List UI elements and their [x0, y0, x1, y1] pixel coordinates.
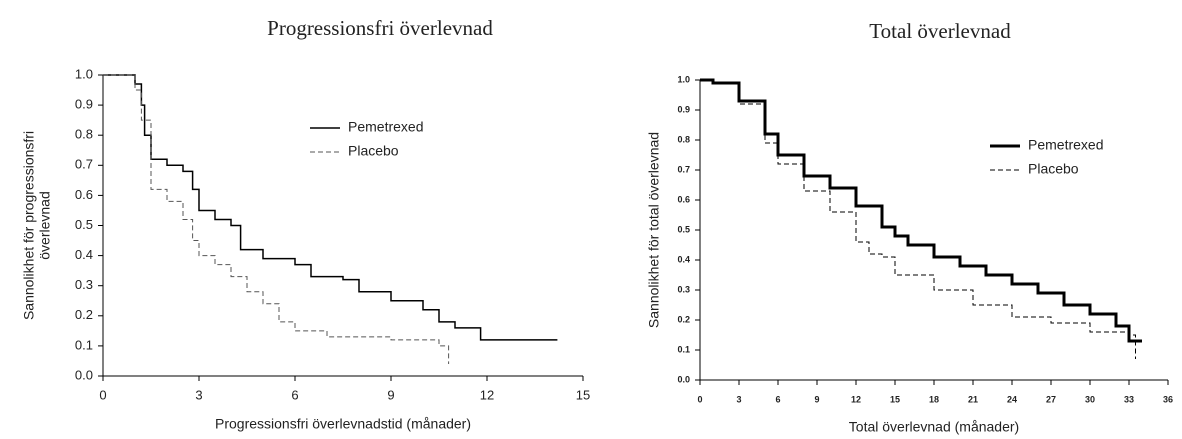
y-tick-label: 0.8 [75, 127, 93, 142]
y-tick-label: 0.1 [677, 344, 690, 354]
y-axis-label: Sannolikhet för progressionsfri [21, 131, 37, 320]
x-tick-label: 33 [1124, 394, 1134, 404]
y-tick-label: 0.2 [677, 314, 690, 324]
x-tick-label: 21 [968, 394, 978, 404]
y-tick-label: 0.1 [75, 337, 93, 352]
y-tick-label: 0.5 [677, 224, 690, 234]
x-tick-label: 36 [1163, 394, 1173, 404]
y-tick-label: 0.2 [75, 307, 93, 322]
survival-curve [103, 74, 450, 364]
chart-title: Progressionsfri överlevnad [267, 16, 493, 40]
x-tick-label: 9 [387, 387, 394, 402]
x-tick-label: 6 [291, 387, 298, 402]
x-axis-label: Total överlevnad (månader) [849, 419, 1019, 435]
x-tick-label: 6 [775, 394, 780, 404]
y-tick-label: 0.0 [677, 374, 690, 384]
x-tick-label: 3 [736, 394, 741, 404]
survival-curve [700, 78, 1142, 343]
survival-curve [700, 79, 1136, 359]
x-tick-label: 0 [697, 394, 702, 404]
y-tick-label: 0.7 [75, 157, 93, 172]
x-axis-label: Progressionsfri överlevnadstid (månader) [215, 416, 471, 432]
chart-title: Total överlevnad [869, 19, 1011, 43]
x-tick-label: 15 [576, 387, 590, 402]
x-tick-label: 9 [814, 394, 819, 404]
survival-curve [103, 74, 558, 341]
x-tick-label: 24 [1007, 394, 1017, 404]
chart: Total överlevnad Total överlevnad (månade… [646, 19, 1173, 435]
legend-label: Pemetrexed [348, 119, 423, 135]
y-tick-label: 0.3 [75, 277, 93, 292]
y-tick-label: 0.3 [677, 284, 690, 294]
y-tick-label: 1.0 [75, 66, 93, 81]
y-tick-label: 0.4 [75, 247, 93, 262]
x-tick-label: 12 [480, 387, 494, 402]
y-axis-label: överlevnad [37, 191, 53, 260]
legend-label: Pemetrexed [1028, 137, 1103, 153]
y-tick-label: 0.0 [75, 367, 93, 382]
y-tick-label: 0.8 [677, 134, 690, 144]
y-tick-label: 0.7 [677, 164, 690, 174]
x-tick-label: 15 [890, 394, 900, 404]
x-tick-label: 3 [195, 387, 202, 402]
y-tick-label: 1.0 [677, 74, 690, 84]
x-tick-label: 18 [929, 394, 939, 404]
y-tick-label: 0.4 [677, 254, 690, 264]
legend-label: Placebo [1028, 161, 1079, 177]
y-axis-label: Sannolikhet för total överlevnad [646, 132, 662, 328]
y-tick-label: 0.6 [75, 187, 93, 202]
x-tick-label: 27 [1046, 394, 1056, 404]
x-tick-label: 0 [99, 387, 106, 402]
y-tick-label: 0.6 [677, 194, 690, 204]
chart: Progressionsfri överlevnad Progressionsfr… [21, 16, 591, 432]
y-tick-label: 0.5 [75, 217, 93, 232]
x-tick-label: 30 [1085, 394, 1095, 404]
y-tick-label: 0.9 [677, 104, 690, 114]
y-tick-label: 0.9 [75, 97, 93, 112]
legend-label: Placebo [348, 143, 399, 159]
x-tick-label: 12 [851, 394, 861, 404]
